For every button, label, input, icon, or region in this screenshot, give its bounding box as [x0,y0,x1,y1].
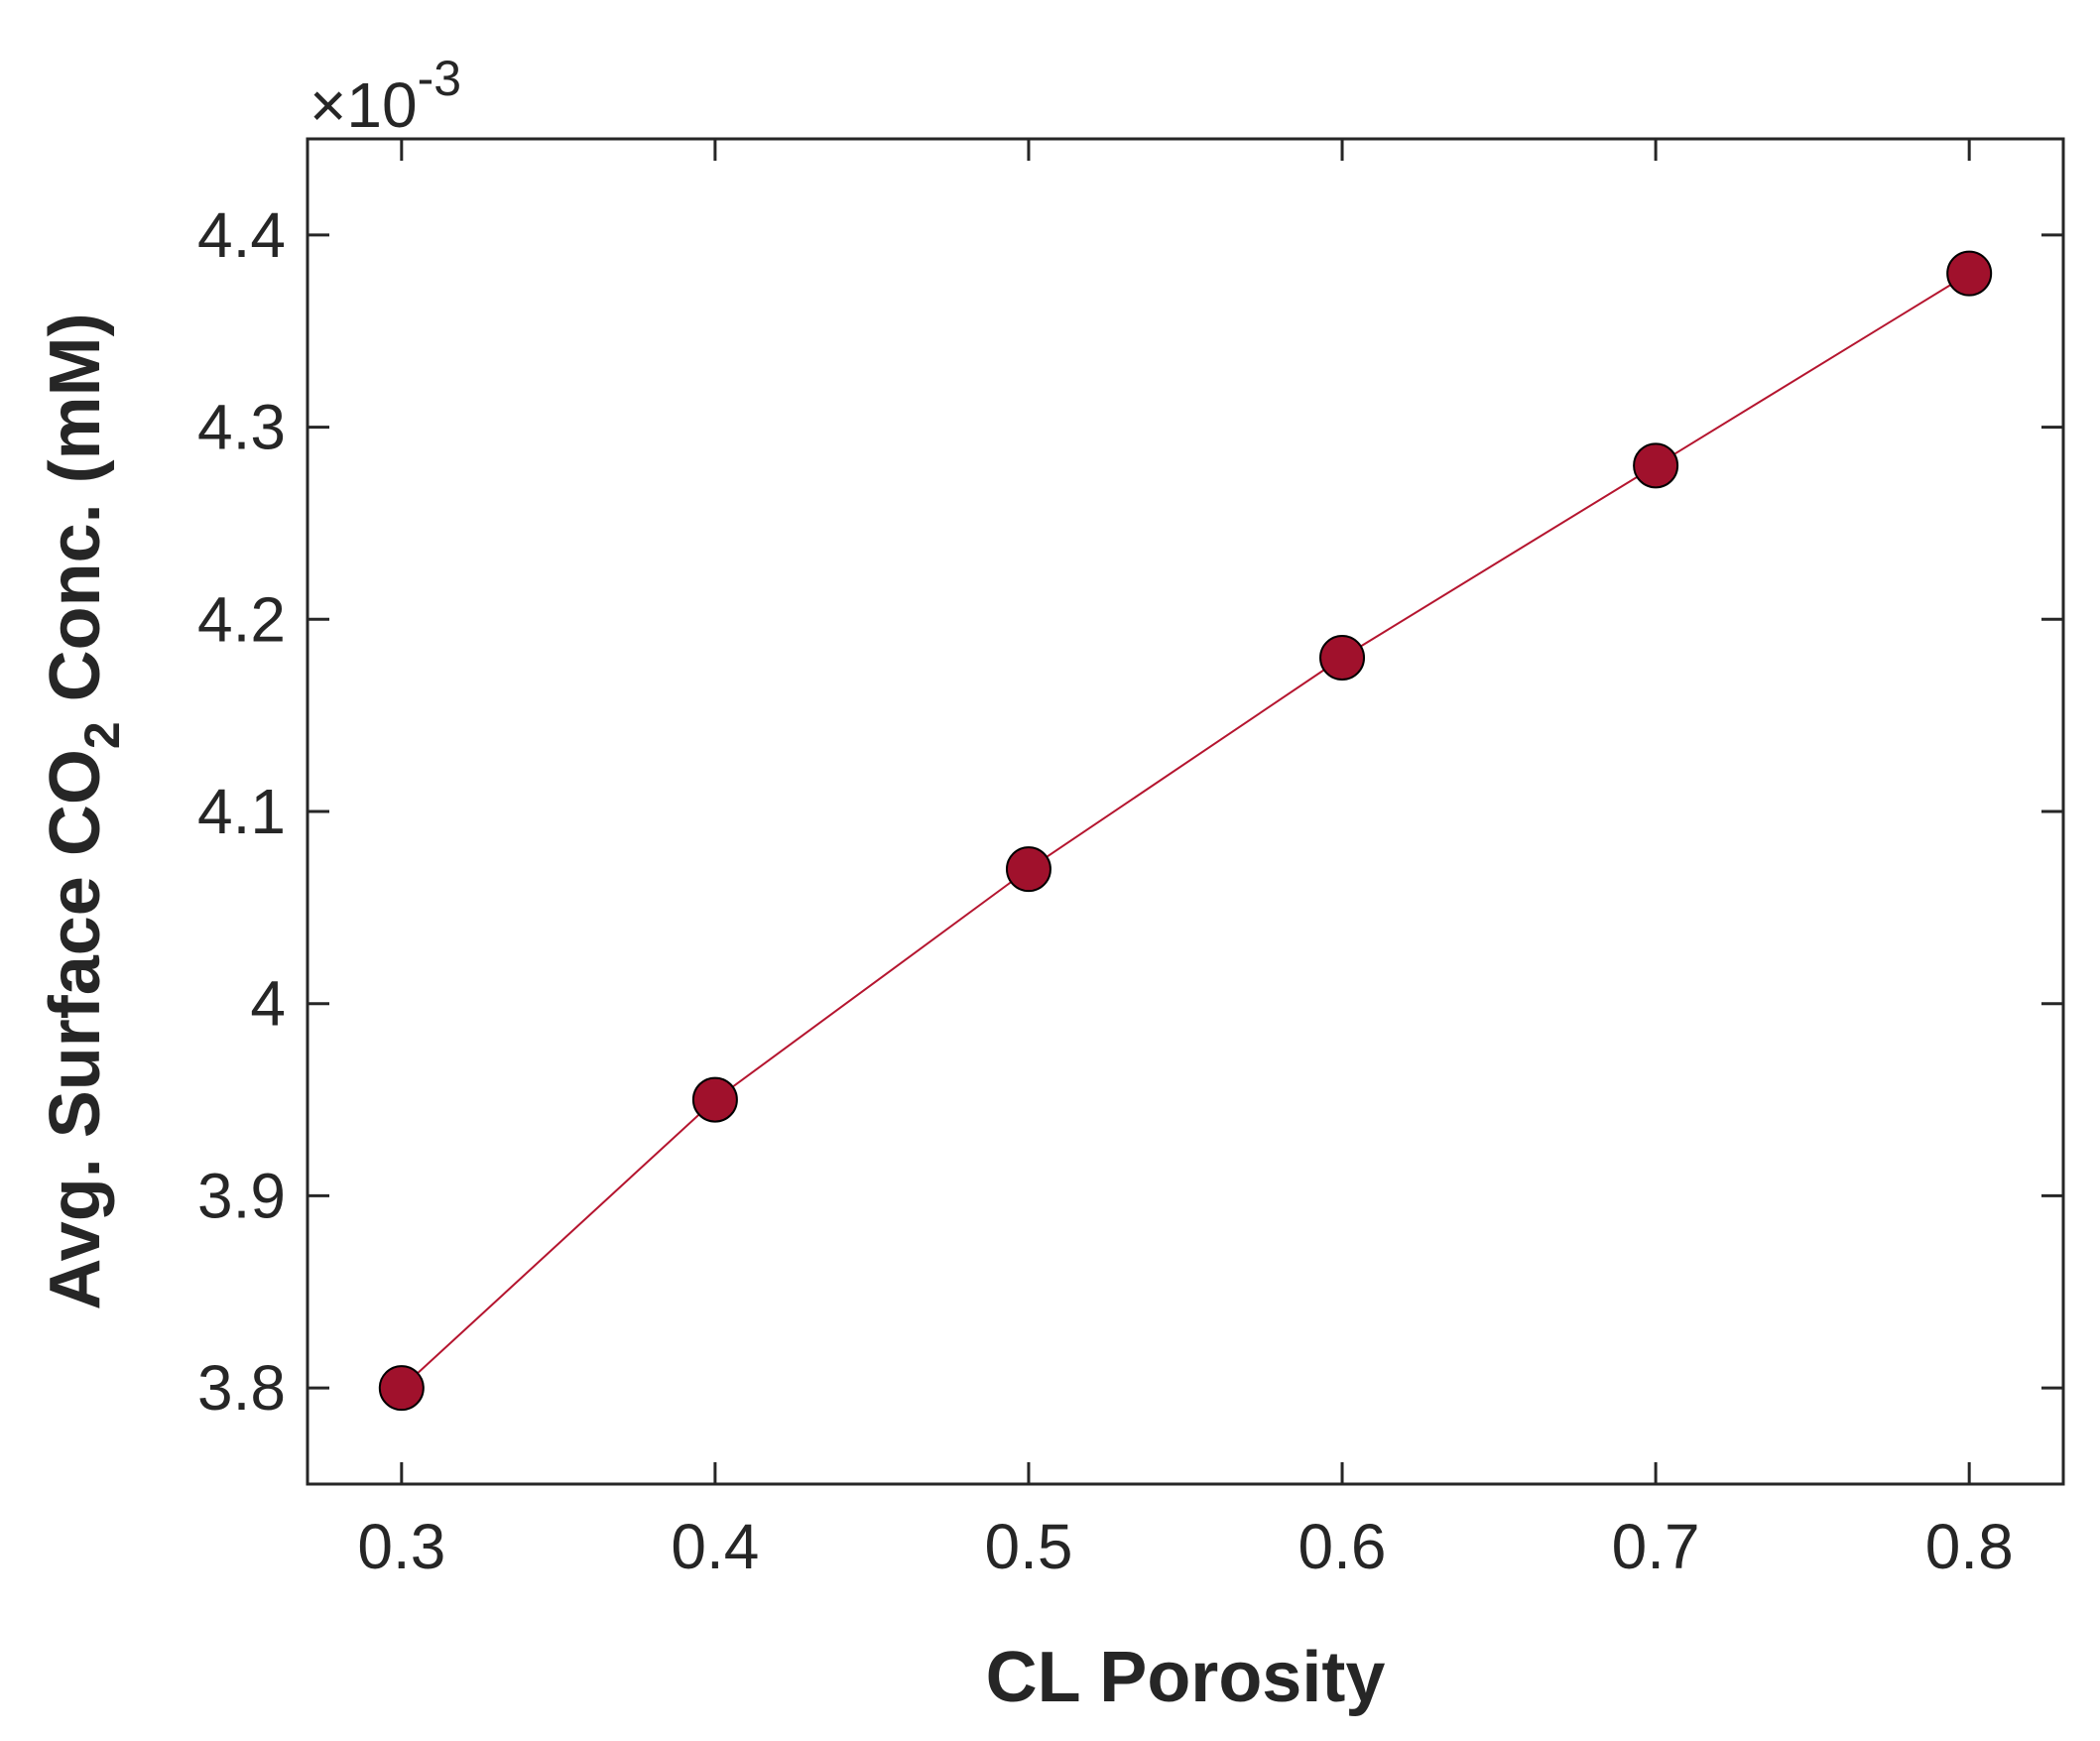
y-axis-title: Avg. Surface CO2 Conc. (mM) [36,312,130,1309]
data-point [378,1365,425,1412]
x-tick-label: 0.5 [984,1511,1072,1582]
y-multiplier-exponent: -3 [418,51,461,106]
plot-area [308,139,2063,1484]
data-point [1005,846,1051,893]
series-line [401,272,1970,1389]
x-tick-label: 0.8 [1925,1511,2014,1582]
x-tick-label: 0.3 [357,1511,445,1582]
data-point [1319,635,1366,682]
tick-labels: 0.3 0.4 0.5 0.6 0.7 0.8 3.8 3.9 4 4.1 4.2 4.3 4.4 [197,199,2014,1582]
y-axis-title-subscript: 2 [74,721,130,749]
data-series [378,250,1993,1412]
y-tick-label: 4 [250,968,286,1040]
y-tick-label: 4.3 [197,392,286,463]
y-tick-label: 3.8 [197,1352,286,1424]
data-point [1633,442,1679,489]
x-tick-label: 0.4 [671,1511,759,1582]
y-tick-label: 4.2 [197,583,286,655]
y-tick-label: 4.1 [197,776,286,847]
axes-box [306,137,2065,1486]
y-axis-title-group: Avg. Surface CO2 Conc. (mM) [36,312,130,1309]
y-multiplier-label: ×10-3 [309,51,461,141]
axis-ticks [308,139,2063,1484]
x-axis-title: CL Porosity [986,1638,1386,1717]
y-tick-label: 4.4 [197,199,286,271]
x-tick-label: 0.6 [1298,1511,1387,1582]
data-point [1946,250,1993,297]
y-tick-label: 3.9 [197,1160,286,1231]
x-tick-label: 0.7 [1612,1511,1700,1582]
data-point [691,1076,738,1123]
